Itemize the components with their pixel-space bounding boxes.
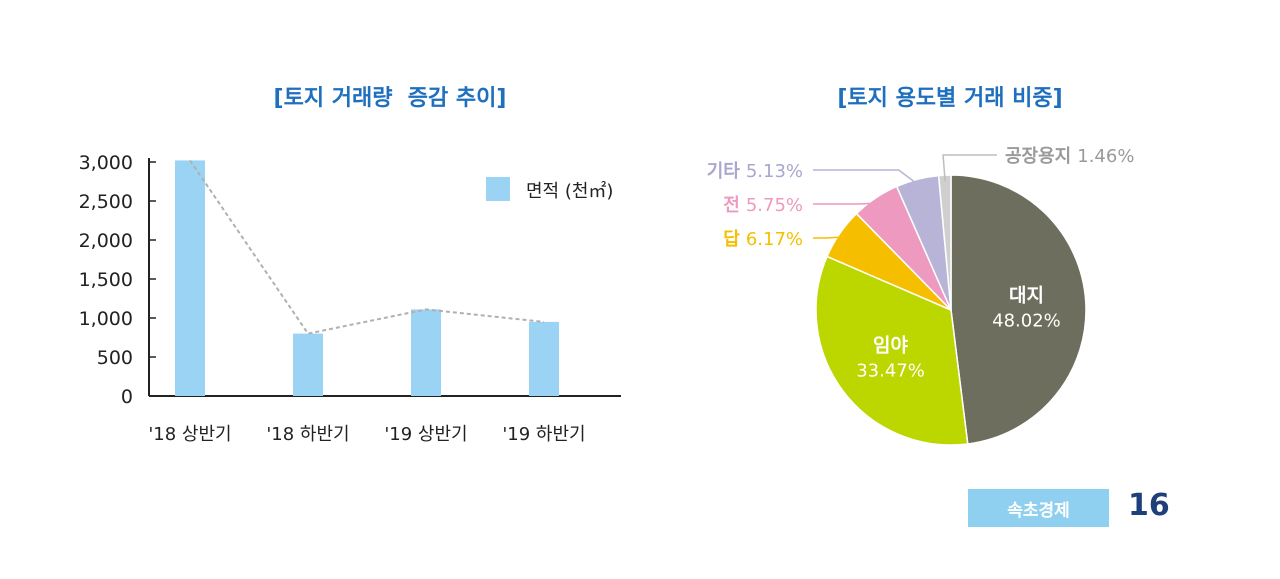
pie-slice — [950, 174, 1087, 445]
callout-label: 답 6.17% — [723, 229, 803, 250]
publication-badge: 속초경제 — [968, 489, 1109, 527]
slice-name-label: 임야 — [873, 334, 908, 356]
callout-name: 답 — [723, 229, 740, 250]
callout-value: 6.17% — [746, 229, 803, 250]
callout-leader-line — [813, 236, 845, 239]
bar — [411, 309, 441, 396]
slice-name-label: 대지 — [1009, 284, 1044, 306]
y-tick-label: 500 — [97, 347, 133, 369]
x-tick-label: '19 하반기 — [502, 424, 585, 445]
bar — [175, 160, 205, 396]
y-tick-label: 3,000 — [79, 152, 133, 174]
y-tick-label: 2,000 — [79, 230, 133, 252]
legend-swatch — [486, 177, 510, 201]
bar — [293, 333, 323, 396]
bar-chart-title: [토지 거래량 증감 추이] — [273, 86, 507, 111]
callout-name: 전 — [723, 195, 740, 216]
x-tick-label: '18 하반기 — [266, 424, 349, 445]
callout-leader-line — [942, 154, 997, 182]
callout-leader-line — [813, 202, 879, 205]
bar — [529, 321, 559, 396]
bar-chart: 3,000 2,500 2,000 1,500 1,000 500 0 '18 상반기 '18 … — [79, 152, 621, 445]
page-number: 16 — [1128, 488, 1170, 523]
callout-label: 기타 5.13% — [707, 161, 803, 182]
legend-label: 면적 (천㎡) — [526, 180, 613, 202]
callout-value: 1.46% — [1077, 146, 1134, 167]
x-tick-label: '18 상반기 — [148, 424, 231, 445]
callout-name: 기타 — [707, 161, 741, 182]
callout-label: 전 5.75% — [723, 195, 803, 216]
pie-chart-title: [토지 용도별 거래 비중] — [837, 86, 1063, 111]
callout-value: 5.13% — [746, 161, 803, 182]
y-tick-label: 1,000 — [79, 308, 133, 330]
callout-label: 공장용지 1.46% — [1005, 146, 1134, 167]
y-tick-label: 1,500 — [79, 269, 133, 291]
x-tick-label: '19 상반기 — [384, 424, 467, 445]
callout-name: 공장용지 — [1005, 146, 1071, 167]
trend-line — [189, 159, 545, 335]
slice-value-label: 33.47% — [856, 360, 925, 381]
y-tick-label: 0 — [121, 386, 133, 408]
callout-leader-line — [813, 169, 920, 186]
pie-slice — [815, 255, 969, 446]
y-tick-label: 2,500 — [79, 191, 133, 213]
callout-value: 5.75% — [746, 195, 803, 216]
slice-value-label: 48.02% — [992, 310, 1061, 331]
